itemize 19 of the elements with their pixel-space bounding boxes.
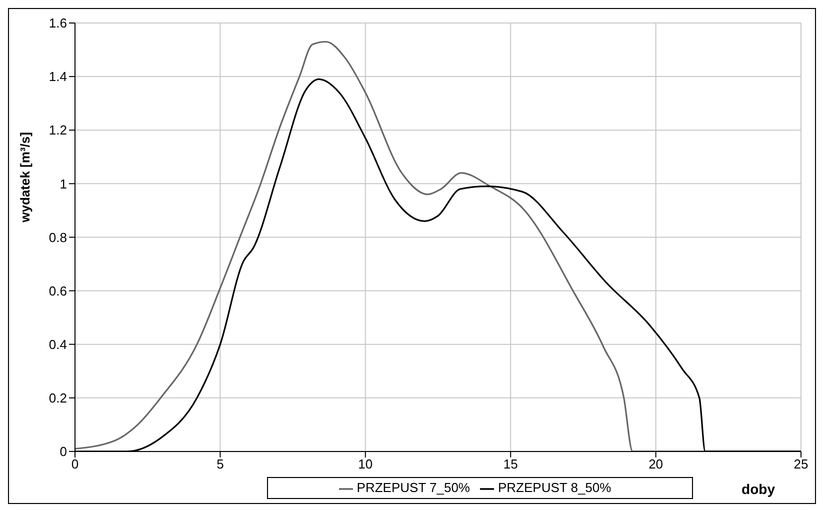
y-tick-label: 1.2 [48,122,67,138]
legend-label: PRZEPUST 8_50% [498,480,612,496]
y-tick-label: 0.8 [48,230,67,245]
x-tick-label: 25 [794,456,808,472]
y-tick-label: 1.4 [48,69,67,84]
y-axis-title: wydatek [m³/s] [18,132,33,224]
legend-label: PRZEPUST 7_50% [356,480,470,496]
y-tick-label: 1.6 [48,16,67,31]
x-tick-label: 20 [648,456,664,472]
x-tick-label: 10 [358,456,373,472]
y-tick-label: 0 [60,444,67,460]
y-tick-label: 0.4 [48,336,67,352]
x-tick-label: 0 [71,456,79,472]
y-tick-label: 0.6 [48,283,67,298]
x-axis-title: doby [742,481,775,497]
y-tick-label: 0.2 [48,390,67,406]
y-tick-label: 1 [60,176,67,192]
x-tick-label: 15 [503,456,518,472]
x-tick-label: 5 [216,456,224,472]
